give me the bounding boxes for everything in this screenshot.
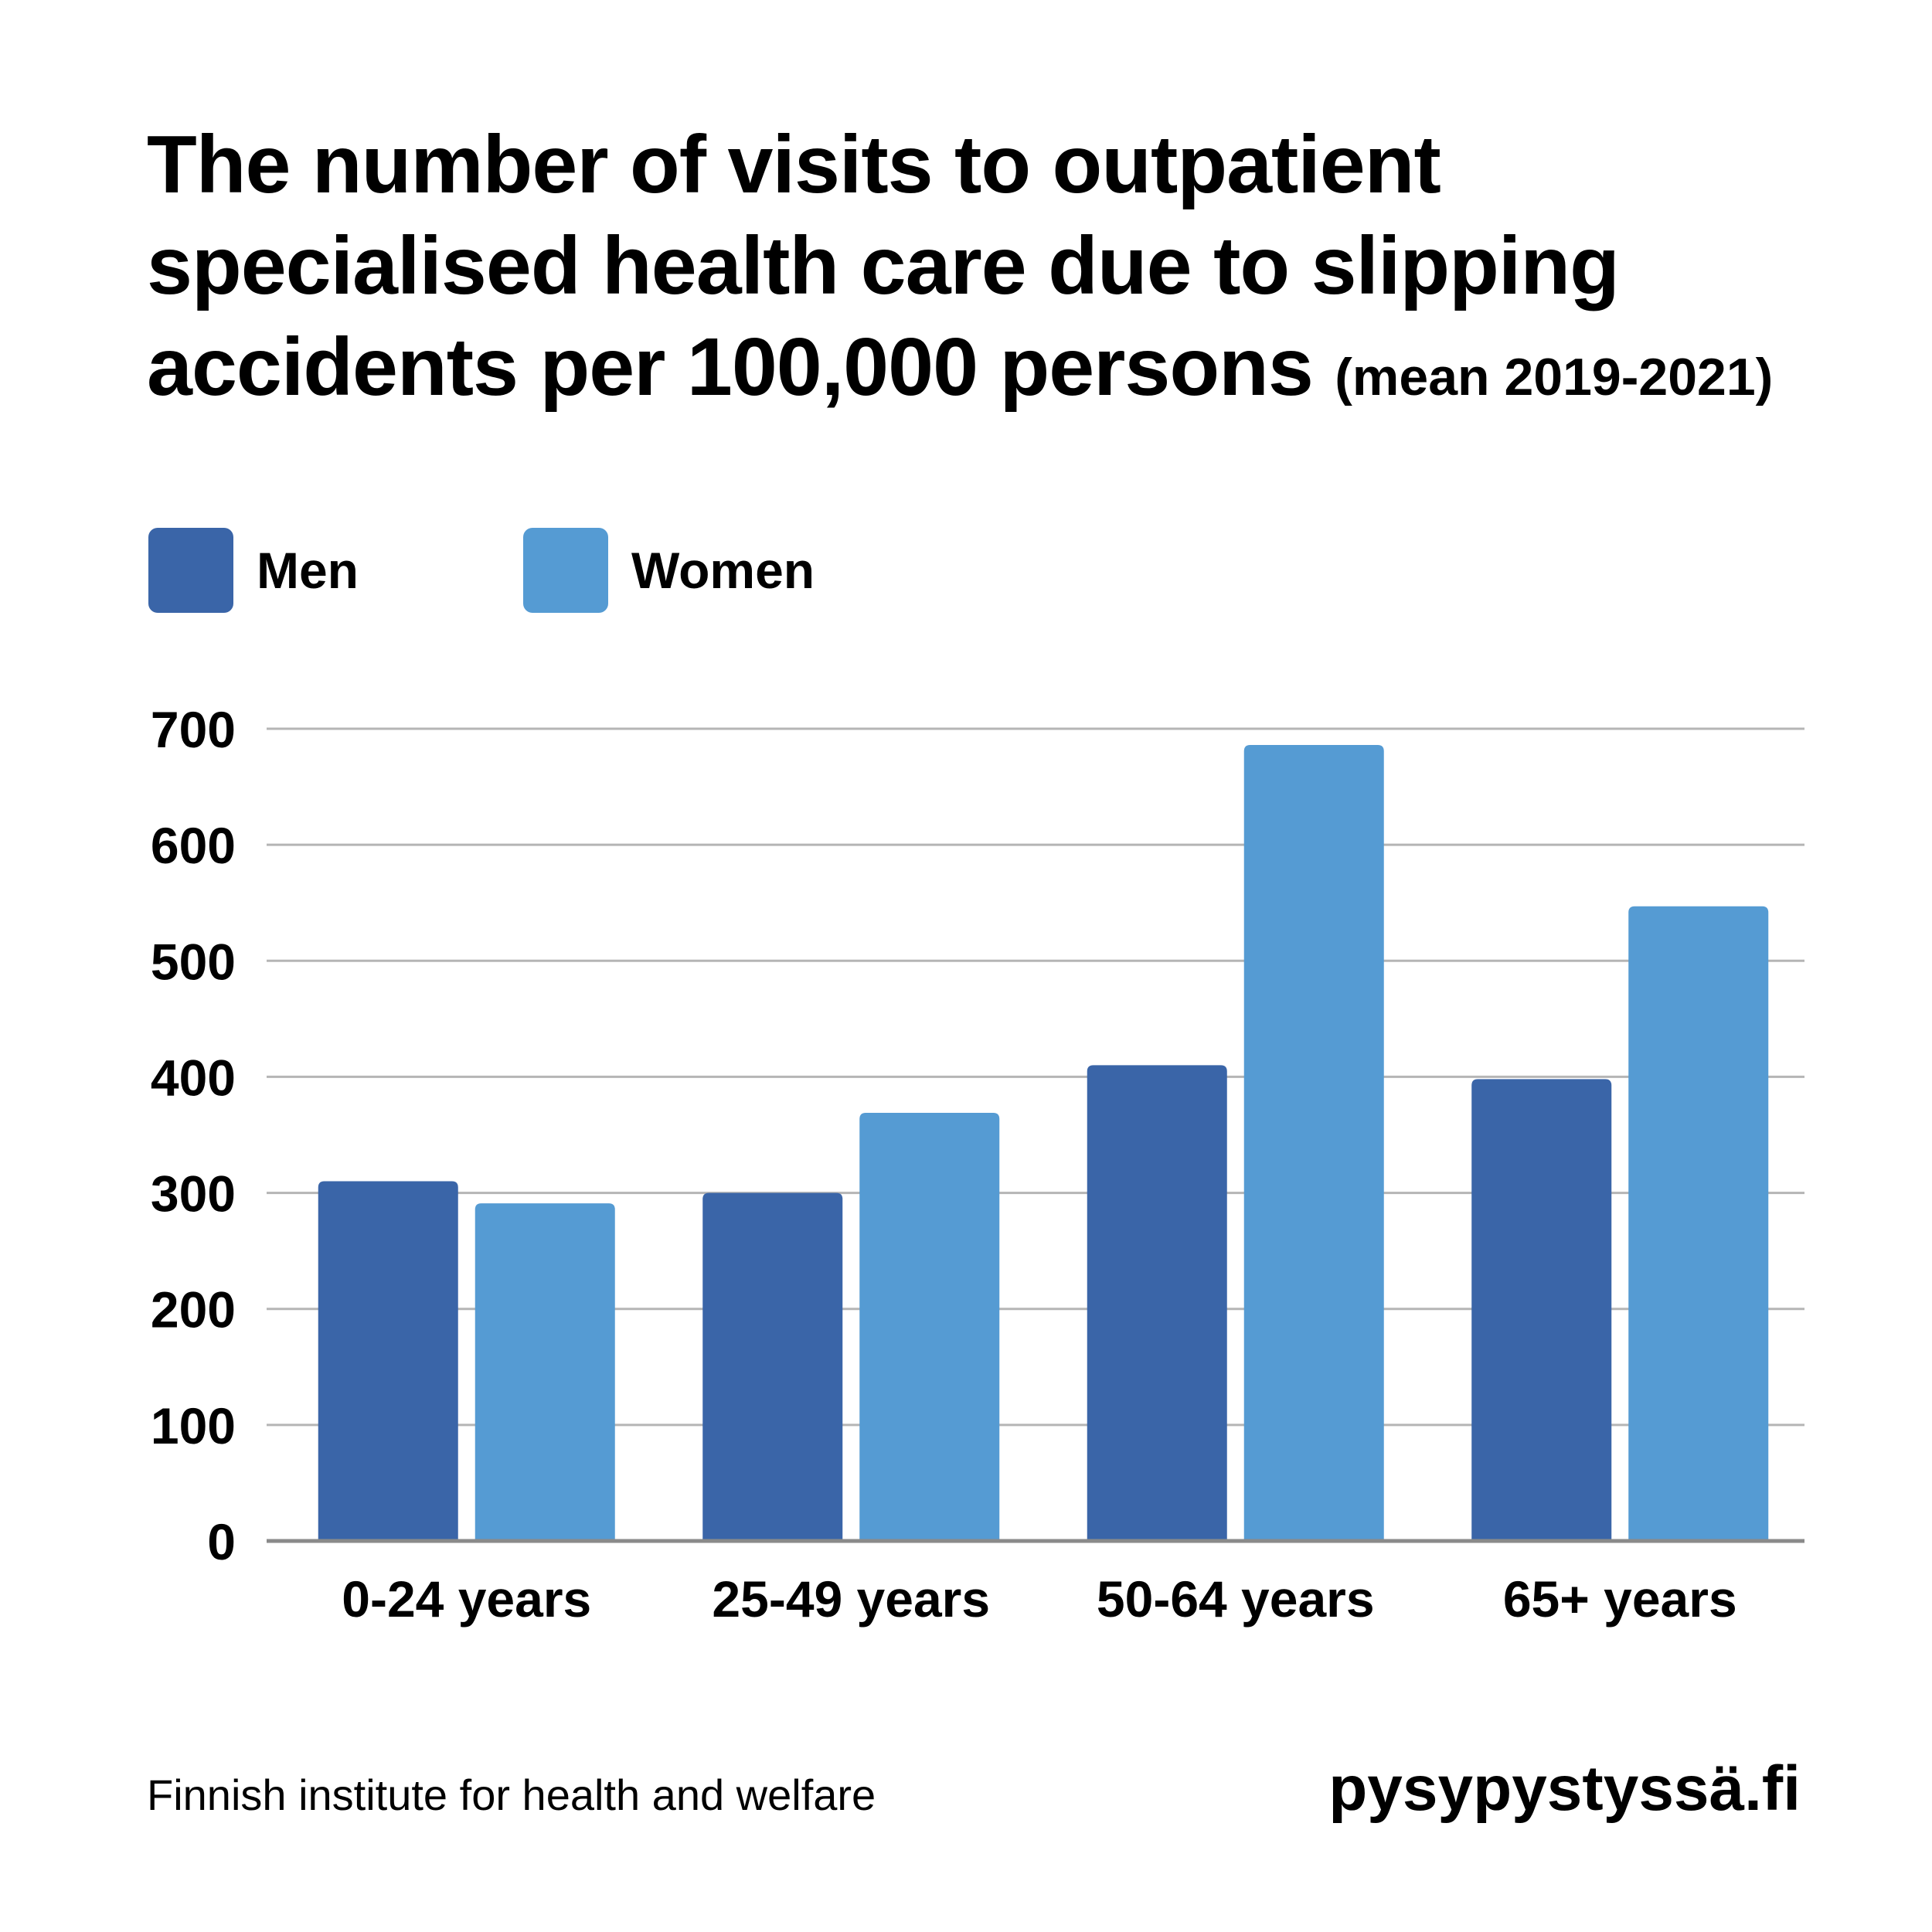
x-tick-label-2: 50-64 years: [1097, 1570, 1375, 1628]
y-tick-label-300: 300: [151, 1165, 236, 1223]
y-tick-label-600: 600: [151, 817, 236, 874]
legend-item-women: Women: [523, 528, 815, 613]
legend-label-men: Men: [257, 542, 359, 599]
source-label: Finnish institute for health and welfare: [147, 1770, 876, 1819]
legend-item-men: Men: [148, 528, 359, 613]
chart-title-main: The number of visits to outpatient speci…: [147, 119, 1620, 413]
bar-women-0: [474, 1203, 615, 1541]
y-tick-label-500: 500: [151, 933, 236, 990]
bar-women-2: [1243, 745, 1384, 1541]
y-tick-label-0: 0: [207, 1513, 236, 1570]
legend-swatch-men: [148, 528, 233, 613]
x-tick-label-3: 65+ years: [1503, 1570, 1737, 1628]
bar-women-3: [1628, 906, 1769, 1541]
y-tick-label-700: 700: [151, 701, 236, 758]
chart-title: The number of visits to outpatient speci…: [147, 114, 1847, 428]
chart-title-sub: (mean 2019-2021): [1335, 348, 1774, 406]
bar-women-1: [859, 1112, 1000, 1541]
legend-label-women: Women: [631, 542, 815, 599]
bar-men-2: [1087, 1065, 1227, 1541]
legend-swatch-women: [523, 528, 608, 613]
y-tick-label-200: 200: [151, 1281, 236, 1338]
x-tick-label-0: 0-24 years: [342, 1570, 591, 1628]
y-tick-label-400: 400: [151, 1049, 236, 1106]
x-tick-label-1: 25-49 years: [712, 1570, 990, 1628]
site-logo-text: pysypystyssä.fi: [1328, 1753, 1801, 1824]
bar-men-1: [702, 1192, 843, 1541]
bar-men-3: [1471, 1079, 1612, 1541]
y-tick-label-100: 100: [151, 1397, 236, 1454]
bar-men-0: [318, 1181, 458, 1541]
